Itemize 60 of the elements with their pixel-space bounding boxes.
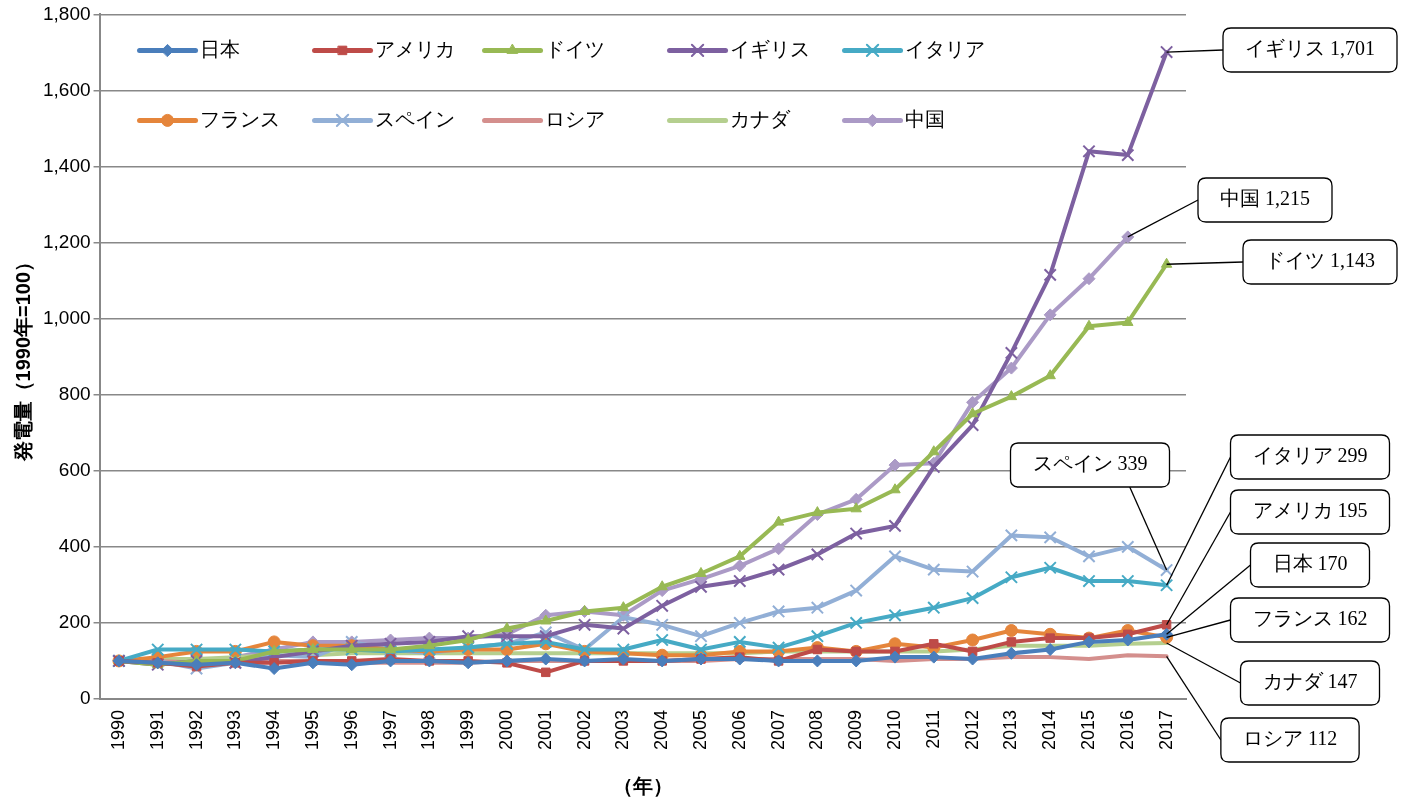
y-tick-label: 1,600	[43, 78, 91, 100]
x-tick-label: 2015	[1077, 709, 1098, 750]
y-tick-label: 1,000	[43, 306, 91, 328]
x-tick-label: 2001	[534, 709, 555, 750]
legend-label: スペイン	[374, 107, 455, 130]
annotation: 中国 1,215	[1220, 187, 1310, 210]
x-tick-label: 2005	[689, 709, 710, 750]
x-tick-label: 1994	[263, 709, 284, 750]
annotation: ドイツ 1,143	[1265, 249, 1375, 272]
x-tick-label: 2002	[573, 709, 594, 750]
x-tick-label: 2013	[1000, 709, 1021, 750]
x-tick-label: 2009	[845, 709, 866, 750]
legend-label: ドイツ	[544, 37, 605, 60]
x-tick-label: 1996	[340, 709, 361, 750]
x-tick-label: 2011	[922, 709, 943, 749]
y-tick-label: 200	[58, 611, 91, 633]
x-tick-label: 1993	[224, 709, 245, 750]
annotation: ロシア 112	[1242, 727, 1338, 750]
x-tick-label: 2017	[1155, 709, 1176, 750]
y-tick-label: 800	[58, 382, 91, 404]
x-tick-label: 1998	[418, 709, 439, 750]
annotation: アメリカ 195	[1252, 499, 1368, 522]
x-tick-label: 1997	[379, 709, 400, 750]
x-tick-label: 1999	[457, 709, 478, 750]
legend-label: イタリア	[904, 37, 985, 60]
x-tick-label: 2000	[495, 709, 516, 750]
x-tick-label: 2007	[767, 709, 788, 750]
y-tick-label: 400	[58, 535, 91, 557]
x-axis-title: （年）	[612, 774, 673, 797]
y-tick-label: 600	[58, 459, 91, 481]
legend-label: アメリカ	[374, 37, 455, 60]
annotation: イギリス 1,701	[1245, 37, 1375, 60]
x-tick-label: 1991	[146, 709, 167, 750]
x-tick-label: 1995	[301, 709, 322, 750]
y-tick-label: 1,200	[43, 230, 91, 252]
legend-label: カナダ	[729, 107, 791, 130]
legend-label: イギリス	[729, 37, 810, 60]
annotation: 日本 170	[1272, 552, 1348, 575]
y-tick-label: 0	[79, 687, 91, 709]
legend-label: フランス	[199, 107, 280, 130]
legend-label: 日本	[199, 37, 240, 60]
x-tick-label: 2010	[883, 709, 904, 750]
x-tick-label: 1992	[185, 709, 206, 750]
annotation: カナダ 147	[1262, 670, 1358, 693]
x-tick-label: 2014	[1039, 709, 1060, 750]
x-tick-label: 2016	[1116, 709, 1137, 750]
legend-label: 中国	[904, 107, 945, 130]
y-tick-label: 1,400	[43, 154, 91, 176]
x-tick-label: 2006	[728, 709, 749, 750]
x-tick-label: 2004	[651, 709, 672, 750]
x-tick-label: 2012	[961, 709, 982, 750]
annotation: イタリア 299	[1252, 444, 1368, 467]
annotation: フランス 162	[1252, 607, 1368, 630]
y-tick-label: 1,800	[43, 2, 91, 24]
legend-label: ロシア	[544, 107, 605, 130]
x-tick-label: 2008	[806, 709, 827, 750]
annotation: スペイン 339	[1032, 452, 1148, 475]
x-tick-label: 2003	[612, 709, 633, 750]
x-tick-label: 1990	[107, 709, 128, 750]
y-axis-title: 発電量（1990年=100）	[11, 251, 34, 463]
